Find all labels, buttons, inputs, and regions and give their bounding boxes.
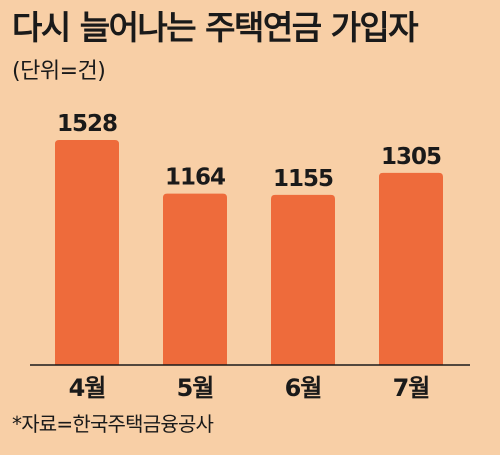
data-label: 1155 [273, 166, 333, 192]
chart-title: 다시 늘어나는 주택연금 가입자 [12, 8, 419, 47]
data-label: 1164 [165, 165, 225, 191]
source-note: *자료=한국주택금융공사 [12, 412, 214, 436]
data-label: 1305 [381, 144, 441, 170]
x-tick-label: 5월 [177, 374, 214, 402]
x-tick-label: 6월 [285, 374, 322, 402]
bar [271, 194, 335, 365]
data-label: 1528 [57, 111, 117, 137]
unit-label: (단위=건) [12, 59, 106, 84]
bar [163, 193, 227, 365]
bar [379, 172, 443, 365]
x-tick-label: 4월 [69, 374, 106, 402]
x-tick-label: 7월 [393, 374, 430, 402]
bar [55, 140, 119, 365]
